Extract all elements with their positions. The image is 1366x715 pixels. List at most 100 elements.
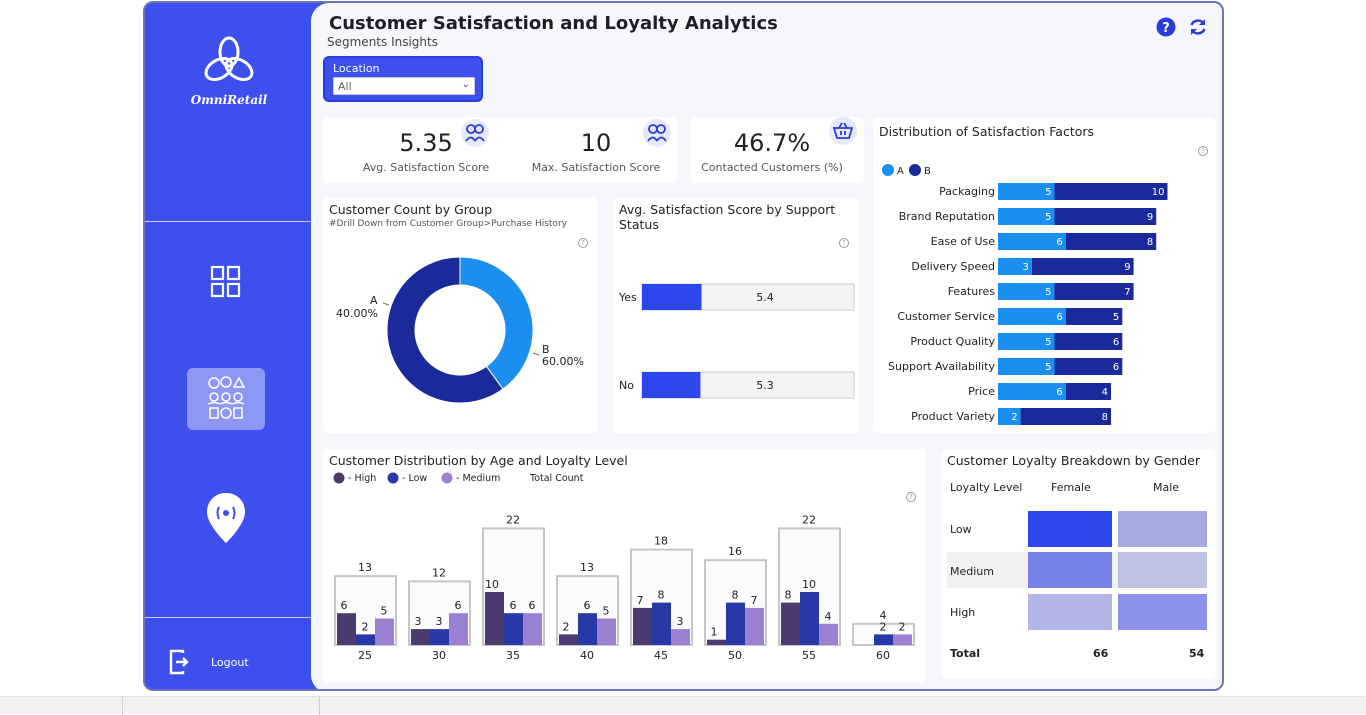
sidebar-item-dashboard[interactable] [187,251,265,313]
avg-satisfaction-value: 5.35 [399,129,453,157]
help-icon[interactable]: ? [1198,146,1208,156]
sidebar-item-segments[interactable] [187,368,265,430]
donut-slice-B [386,256,504,404]
loyalty-bar-low [578,613,597,645]
location-filter[interactable]: Location All ⌄ [323,56,483,102]
age-category-label: 35 [506,649,520,662]
loyalty-bar-low [430,629,449,645]
loyalty-value-label: 3 [436,615,443,628]
satisfaction-icon [643,119,671,147]
location-pin-icon [207,493,245,543]
help-icon[interactable]: ? [1156,17,1176,37]
people-icon [207,376,246,419]
help-icon[interactable]: ? [839,238,849,248]
loyalty-bar-medium [819,623,838,645]
age-loyalty-title: Customer Distribution by Age and Loyalty… [329,453,628,468]
factor-value-a: 5 [1045,337,1051,348]
loyalty-value-label: 8 [732,589,739,602]
logout-button[interactable]: Logout [169,647,289,677]
location-select[interactable]: All ⌄ [333,77,475,95]
factor-bar-b [1020,408,1111,425]
logo-text: OmniRetail [190,93,268,107]
age-category-label: 30 [432,649,446,662]
heat-cell[interactable] [1028,552,1112,588]
loyalty-value-label: 2 [880,620,887,633]
factor-value-b: 5 [1113,312,1119,323]
loyalty-value-label: 4 [825,610,832,623]
factor-bar-b [1054,358,1123,375]
factor-value-b: 8 [1147,237,1153,248]
total-count-label: 13 [580,561,594,574]
age-loyalty-card: Customer Distribution by Age and Loyalty… [323,449,926,683]
loyalty-bar-low [652,602,671,645]
legend-label: - Medium [456,473,500,484]
heat-cell[interactable] [1118,511,1207,547]
factor-value-b: 4 [1102,387,1108,398]
heat-cell[interactable] [1118,552,1207,588]
donut-label-value: 60.00% [542,355,584,368]
omniretail-logo-icon [204,36,254,81]
total-male: 54 [1189,647,1205,660]
factor-value-b: 9 [1147,212,1153,223]
loyalty-bar-medium [893,634,912,645]
legend-label: Total Count [529,473,584,484]
legend-marker [515,472,527,484]
logo: OmniRetail [181,35,277,115]
factor-value-b: 6 [1113,362,1119,373]
sidebar-item-location[interactable] [187,487,265,549]
support-bar-No [642,372,701,398]
factor-value-a: 5 [1045,362,1051,373]
loyalty-value-label: 2 [899,620,906,633]
factor-value-a: 3 [1023,262,1029,273]
legend-label-b: B [924,166,931,177]
loyalty-bar-low [726,602,745,645]
age-category-label: 55 [802,649,816,662]
factor-value-a: 6 [1056,237,1062,248]
loyalty-value-label: 3 [415,615,422,628]
filter-label: Location [333,62,380,75]
refresh-icon[interactable] [1188,17,1208,37]
support-value-label: 5.3 [756,379,774,392]
factor-bar-a [998,258,1032,275]
heat-cell[interactable] [1118,594,1207,630]
factor-bar-a [998,333,1055,350]
factor-bar-b [1054,283,1134,300]
help-icon[interactable]: ? [578,238,588,248]
age-category-label: 50 [728,649,742,662]
customer-count-card: Customer Count by Group #Drill Down from… [323,197,598,433]
row-label-low: Low [950,523,972,536]
loyalty-bar-high [633,607,652,645]
loyalty-bar-low [356,634,375,645]
loyalty-bar-medium [449,613,468,645]
gender-loyalty-title: Customer Loyalty Breakdown by Gender [947,453,1200,468]
customer-count-donut: A40.00% B60.00% [336,256,584,404]
heat-cell[interactable] [1028,511,1112,547]
loyalty-value-label: 7 [751,594,758,607]
total-count-label: 18 [654,535,668,548]
support-status-title: Avg. Satisfaction Score by Support Statu… [619,202,836,232]
loyalty-bar-low [504,613,523,645]
max-satisfaction-value: 10 [580,129,612,157]
loyalty-value-label: 6 [455,599,462,612]
max-satisfaction-label: Max. Satisfaction Score [531,161,661,174]
legend-marker-b [909,164,921,176]
heat-cell[interactable] [1028,594,1112,630]
sidebar: OmniRetail [145,3,313,689]
app-frame: OmniRetail [143,1,1224,691]
chevron-down-icon: ⌄ [461,79,470,90]
row-label-medium: Medium [950,565,994,578]
loyalty-bar-high [337,613,356,645]
help-icon[interactable]: ? [906,492,916,502]
loyalty-bar-medium [745,607,764,645]
logout-label: Logout [211,655,249,669]
page-subtitle: Segments Insights [327,35,438,49]
factor-bar-a [998,383,1066,400]
loyalty-value-label: 10 [485,578,499,591]
sidebar-divider [145,221,313,222]
factor-value-b: 9 [1124,262,1130,273]
loyalty-value-label: 5 [603,605,610,618]
loyalty-value-label: 6 [341,599,348,612]
support-status-card: Avg. Satisfaction Score by Support Statu… [613,197,859,433]
age-category-label: 25 [358,649,372,662]
factor-label: Ease of Use [931,235,996,248]
